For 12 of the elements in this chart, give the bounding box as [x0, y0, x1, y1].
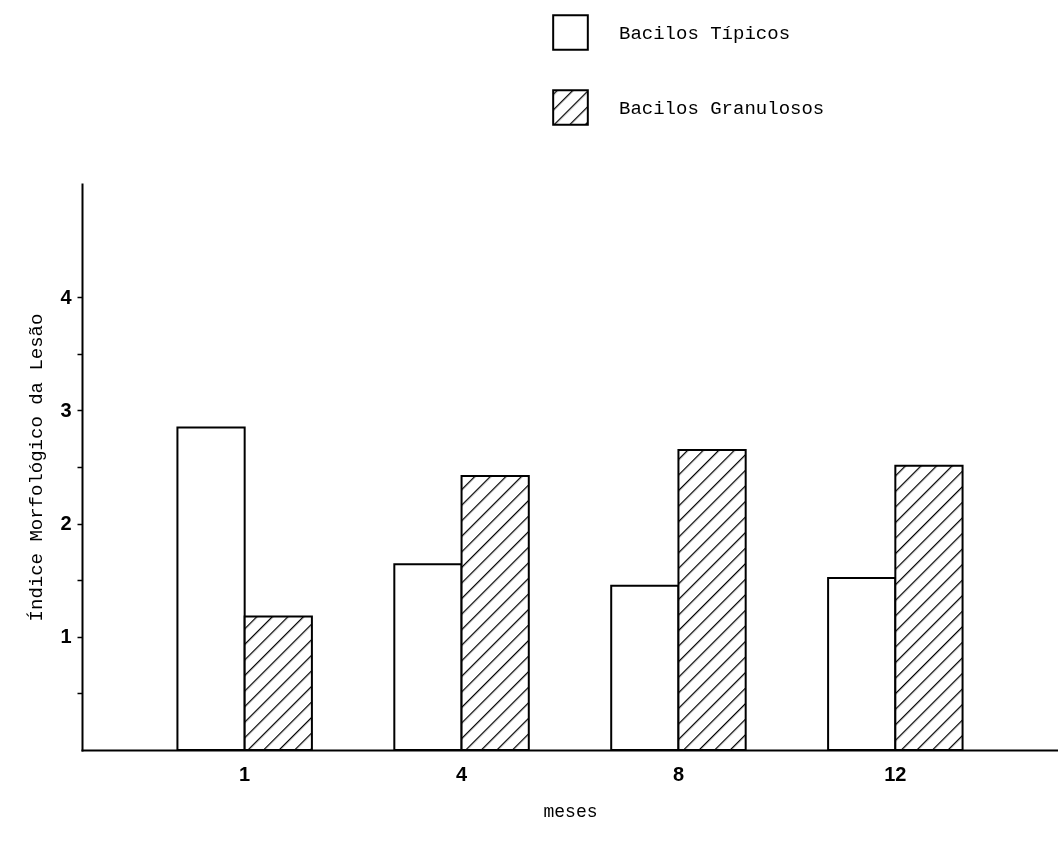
x-axis-title: meses — [543, 801, 598, 822]
x-tick-label: 4 — [455, 762, 468, 785]
y-axis-title: Índice Morfológico da Lesão — [26, 313, 49, 622]
legend-label: Bacilos Granulosos — [619, 97, 825, 120]
legend-label: Bacilos Típicos — [619, 22, 791, 45]
y-tick-label: 2 — [60, 512, 72, 535]
x-tick-label: 1 — [239, 762, 251, 785]
x-tick-label: 12 — [884, 762, 907, 785]
y-tick-label: 4 — [60, 285, 73, 308]
y-tick-label: 1 — [60, 625, 72, 648]
x-tick-label: 8 — [672, 762, 685, 785]
y-tick-label: 3 — [60, 398, 72, 421]
